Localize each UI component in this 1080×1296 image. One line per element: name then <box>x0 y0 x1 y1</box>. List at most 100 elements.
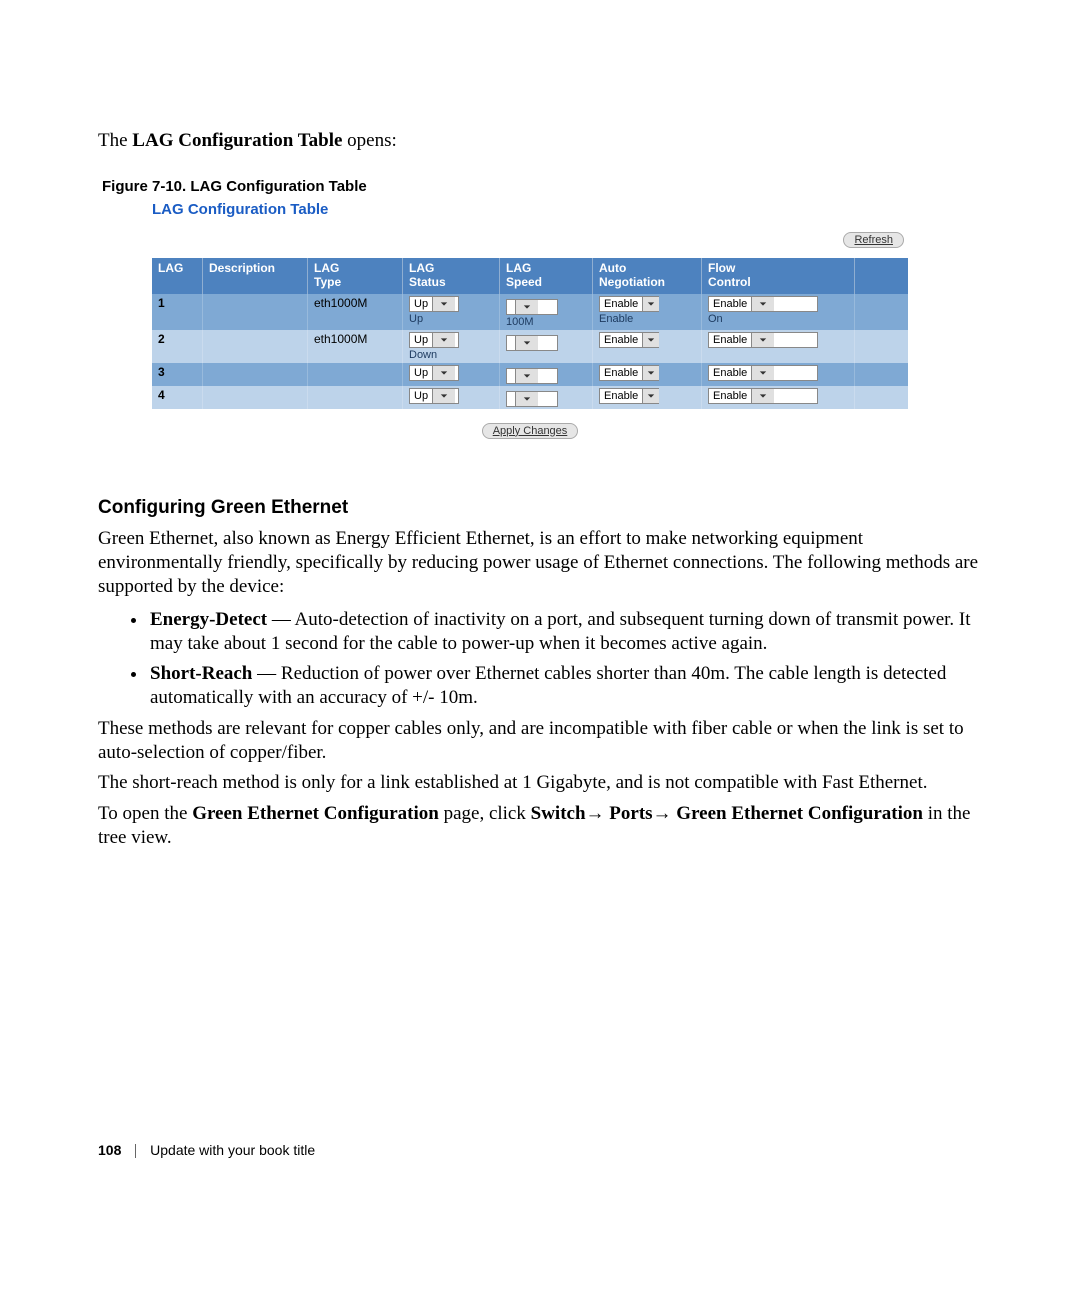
cell-status: Up <box>403 363 500 386</box>
cell-status: UpUp <box>403 294 500 330</box>
cell-flow: EnableOn <box>702 294 855 330</box>
chevron-down-icon <box>751 389 774 403</box>
chevron-down-icon <box>432 389 455 403</box>
cell-tail <box>855 363 909 386</box>
chevron-down-icon <box>751 333 774 347</box>
intro-prefix: The <box>98 130 132 151</box>
dropdown[interactable]: Up <box>409 332 459 348</box>
dropdown[interactable]: Enable <box>708 388 818 404</box>
refresh-button[interactable]: Refresh <box>843 232 904 248</box>
figure-wrap: Refresh LAG Description LAGType LAGStatu… <box>152 226 908 439</box>
chevron-down-icon <box>515 392 538 406</box>
cell-lag-id: 2 <box>152 330 203 363</box>
th-speed: LAGSpeed <box>500 258 593 294</box>
cell-speed <box>500 386 593 409</box>
table-row: 3UpEnableEnable <box>152 363 908 386</box>
bullets-list: Energy-Detect — Auto-detection of inacti… <box>104 608 990 711</box>
figure-title: LAG Configuration Table <box>152 201 990 218</box>
dropdown[interactable]: Enable <box>708 365 818 381</box>
cell-desc <box>203 330 308 363</box>
cell-auto: Enable <box>593 386 702 409</box>
section-heading: Configuring Green Ethernet <box>98 497 990 519</box>
chevron-down-icon <box>432 333 455 347</box>
p4-b3: Ports <box>609 803 652 824</box>
cell-type: eth1000M <box>308 330 403 363</box>
dropdown[interactable] <box>506 335 558 351</box>
cell-lag-id: 1 <box>152 294 203 330</box>
p4-b1: Green Ethernet Configuration <box>192 803 439 824</box>
dropdown[interactable]: Enable <box>599 332 659 348</box>
p4-pre: To open the <box>98 803 192 824</box>
th-desc: Description <box>203 258 308 294</box>
list-item: Energy-Detect — Auto-detection of inacti… <box>148 608 990 657</box>
chevron-down-icon <box>515 336 538 350</box>
table-row: 1eth1000MUpUp100MEnableEnableEnableOn <box>152 294 908 330</box>
th-type: LAGType <box>308 258 403 294</box>
p4-b2: Switch <box>531 803 586 824</box>
cell-type: eth1000M <box>308 294 403 330</box>
cell-auto: Enable <box>593 330 702 363</box>
p4-mid: page, click <box>439 803 531 824</box>
th-lag: LAG <box>152 258 203 294</box>
dropdown[interactable]: Up <box>409 296 459 312</box>
chevron-down-icon <box>642 297 659 311</box>
figure-caption: Figure 7-10. LAG Configuration Table <box>102 178 990 195</box>
chevron-down-icon <box>642 366 659 380</box>
footer-divider <box>135 1144 136 1158</box>
dropdown[interactable] <box>506 299 558 315</box>
table-row: 4 Up Enable Enable <box>152 386 908 409</box>
cell-desc <box>203 386 308 409</box>
th-flow: FlowControl <box>702 258 855 294</box>
apply-changes-button[interactable]: Apply Changes <box>482 423 579 439</box>
table-row: 2 eth1000MUpDown Enable Enable <box>152 330 908 363</box>
cell-tail <box>855 294 909 330</box>
cell-speed <box>500 363 593 386</box>
table-header-row: LAG Description LAGType LAGStatus LAGSpe… <box>152 258 908 294</box>
intro-suffix: opens: <box>342 130 396 151</box>
dropdown[interactable]: Up <box>409 388 459 404</box>
cell-speed: 100M <box>500 294 593 330</box>
dropdown[interactable]: Enable <box>708 332 818 348</box>
section-p2: These methods are relevant for copper ca… <box>98 717 990 766</box>
cell-speed <box>500 330 593 363</box>
p4-arrow2: → <box>653 803 677 824</box>
chevron-down-icon <box>751 366 774 380</box>
cell-lag-id: 4 <box>152 386 203 409</box>
p4-arrow1: → <box>586 803 610 824</box>
cell-tail <box>855 330 909 363</box>
chevron-down-icon <box>642 389 659 403</box>
chevron-down-icon <box>515 369 538 383</box>
section-p1: Green Ethernet, also known as Energy Eff… <box>98 527 990 600</box>
cell-type <box>308 386 403 409</box>
intro-bold: LAG Configuration Table <box>132 130 342 151</box>
chevron-down-icon <box>432 366 455 380</box>
dropdown[interactable]: Enable <box>599 388 659 404</box>
th-tail <box>855 258 909 294</box>
chevron-down-icon <box>642 333 659 347</box>
dropdown[interactable]: Up <box>409 365 459 381</box>
list-item: Short-Reach — Reduction of power over Et… <box>148 662 990 711</box>
chevron-down-icon <box>515 300 538 314</box>
dropdown[interactable]: Enable <box>599 365 659 381</box>
th-status: LAGStatus <box>403 258 500 294</box>
cell-type <box>308 363 403 386</box>
dropdown[interactable]: Enable <box>708 296 818 312</box>
th-auto: AutoNegotiation <box>593 258 702 294</box>
section-p3: The short-reach method is only for a lin… <box>98 771 990 795</box>
dropdown[interactable] <box>506 391 558 407</box>
page-number: 108 <box>98 1142 121 1158</box>
chevron-down-icon <box>432 297 455 311</box>
cell-status: UpDown <box>403 330 500 363</box>
cell-auto: EnableEnable <box>593 294 702 330</box>
cell-flow: Enable <box>702 363 855 386</box>
section-p4: To open the Green Ethernet Configuration… <box>98 802 990 851</box>
cell-auto: Enable <box>593 363 702 386</box>
dropdown[interactable] <box>506 368 558 384</box>
cell-flow: Enable <box>702 386 855 409</box>
lag-config-table: LAG Description LAGType LAGStatus LAGSpe… <box>152 258 908 409</box>
cell-status: Up <box>403 386 500 409</box>
cell-desc <box>203 294 308 330</box>
chevron-down-icon <box>751 297 774 311</box>
footer-title: Update with your book title <box>150 1142 315 1158</box>
dropdown[interactable]: Enable <box>599 296 659 312</box>
